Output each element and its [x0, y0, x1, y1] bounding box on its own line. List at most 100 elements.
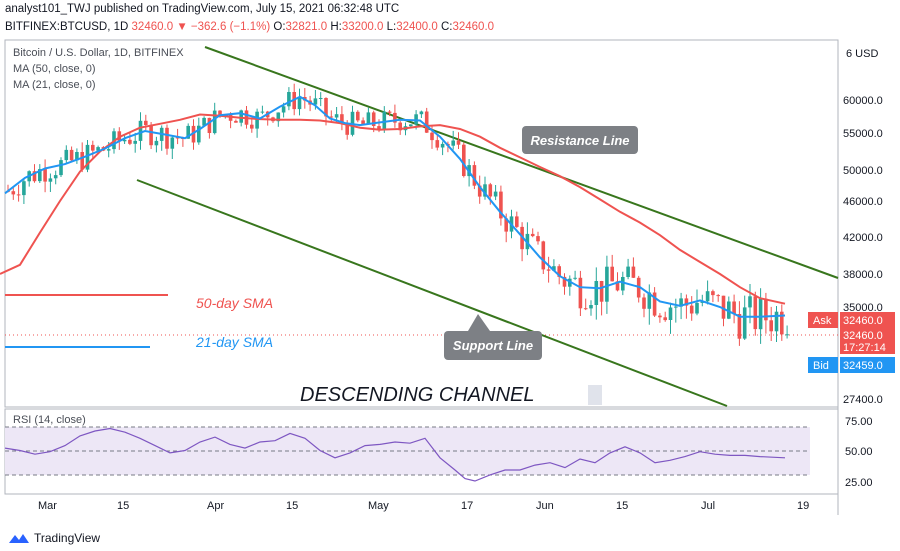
candle-body: [165, 127, 169, 149]
candle-body: [483, 184, 487, 197]
candle-body: [53, 175, 58, 179]
candle-body: [340, 114, 344, 124]
candle-body: [80, 152, 84, 170]
price-change: −362.6 (−1.1%): [190, 21, 271, 33]
candle-body: [727, 301, 731, 319]
candle-body: [546, 269, 551, 271]
candle-body: [191, 125, 196, 143]
candle-body: [334, 114, 339, 118]
candle-body: [234, 120, 238, 123]
candle-body: [313, 98, 318, 105]
tradingview-footer[interactable]: TradingView: [8, 528, 100, 548]
ma21-line: [4, 95, 786, 318]
candle-body: [530, 233, 535, 237]
candle-body: [32, 171, 37, 182]
ma50-line: [0, 113, 786, 305]
candle-body: [218, 110, 222, 116]
symbol-label: BITFINEX:BTCUSD, 1D: [5, 21, 129, 33]
price-tick: 27400.0: [843, 394, 883, 406]
candle-body: [424, 111, 429, 133]
candle-body: [43, 169, 47, 182]
candle-body: [552, 266, 556, 271]
candle-body: [212, 110, 217, 134]
candle-body: [22, 181, 26, 196]
candle-body: [419, 111, 424, 115]
ask-label: Ask: [813, 315, 832, 327]
countdown: 17:27:14: [843, 342, 886, 354]
high-value: 33200.0: [341, 21, 384, 33]
candle-body: [658, 315, 662, 318]
candle-body: [387, 111, 392, 113]
bid-value: 32459.0: [843, 360, 883, 372]
candle-body: [652, 292, 657, 316]
candle-body: [737, 314, 742, 339]
candle-body: [716, 295, 720, 297]
support-line: [136, 179, 728, 407]
low-label: L:: [386, 21, 397, 33]
candle-body: [615, 281, 620, 291]
time-tick: Mar: [38, 500, 57, 512]
candle-body: [356, 111, 360, 121]
time-tick: 15: [616, 500, 628, 512]
last-price: 32460.0: [131, 21, 174, 33]
candle-body: [186, 125, 190, 139]
time-tick: 15: [117, 500, 129, 512]
candle-body: [499, 191, 503, 219]
candle-body: [589, 305, 593, 309]
high-label: H:: [330, 21, 342, 33]
support-callout: Support Line: [444, 314, 542, 360]
candle-body: [642, 297, 646, 309]
candle-body: [414, 114, 418, 125]
candle-body: [758, 298, 763, 330]
candle-body: [377, 126, 381, 130]
candle-body: [255, 111, 259, 129]
candle-body: [69, 149, 74, 161]
candle-body: [679, 298, 683, 307]
candle-body: [287, 92, 291, 107]
ohlc-line: BITFINEX:BTCUSD, 1D 32460.0 ▼ −362.6 (−1…: [5, 21, 494, 33]
candle-body: [393, 112, 397, 123]
candle-body: [345, 123, 349, 135]
candle-body: [398, 122, 402, 131]
close-value: 32460.0: [452, 21, 495, 33]
rsi-legend: RSI (14, close): [13, 414, 86, 426]
candle-body: [122, 139, 127, 142]
candle-body: [599, 281, 604, 302]
candle-body: [207, 117, 212, 133]
candle-body: [324, 98, 328, 117]
time-tick: Apr: [207, 500, 224, 512]
candle-body: [154, 140, 159, 146]
candle-body: [297, 97, 302, 110]
sma21-annotation: 21-day SMA: [195, 334, 273, 350]
candle-body: [764, 298, 768, 321]
resistance-label: Resistance Line: [531, 133, 630, 148]
candle-body: [435, 140, 440, 148]
bid-label: Bid: [813, 360, 829, 372]
resistance-line: [204, 46, 839, 279]
candle-body: [605, 266, 609, 302]
candle-body: [456, 140, 461, 145]
candle-body: [769, 320, 773, 332]
candle-body: [38, 169, 42, 182]
ma21-legend: MA (21, close, 0): [13, 79, 96, 91]
candle-body: [75, 152, 79, 161]
candle-body: [562, 276, 567, 287]
candle-body: [663, 317, 667, 321]
price-tick: 46000.0: [843, 196, 883, 208]
open-label: O:: [273, 21, 286, 33]
candle-body: [318, 98, 323, 99]
candle-body: [573, 277, 577, 279]
candle-body: [668, 307, 673, 320]
price-tags: Ask 32460.0 32460.0 17:27:14 Bid 32459.0: [808, 312, 895, 373]
tradingview-logo-icon: [9, 534, 29, 543]
time-axis: Mar 15 Apr 15 May 17 Jun 15 Jul 19: [38, 500, 809, 512]
price-tick: 35000.0: [843, 302, 883, 314]
candle-body: [689, 305, 694, 314]
candle-body: [674, 306, 678, 308]
chart-title-legend: Bitcoin / U.S. Dollar, 1D, BITFINEX: [13, 47, 184, 59]
candle-body: [631, 266, 636, 278]
sma50-annotation: 50-day SMA: [196, 295, 273, 311]
time-tick: 19: [797, 500, 809, 512]
candle-body: [536, 236, 540, 242]
